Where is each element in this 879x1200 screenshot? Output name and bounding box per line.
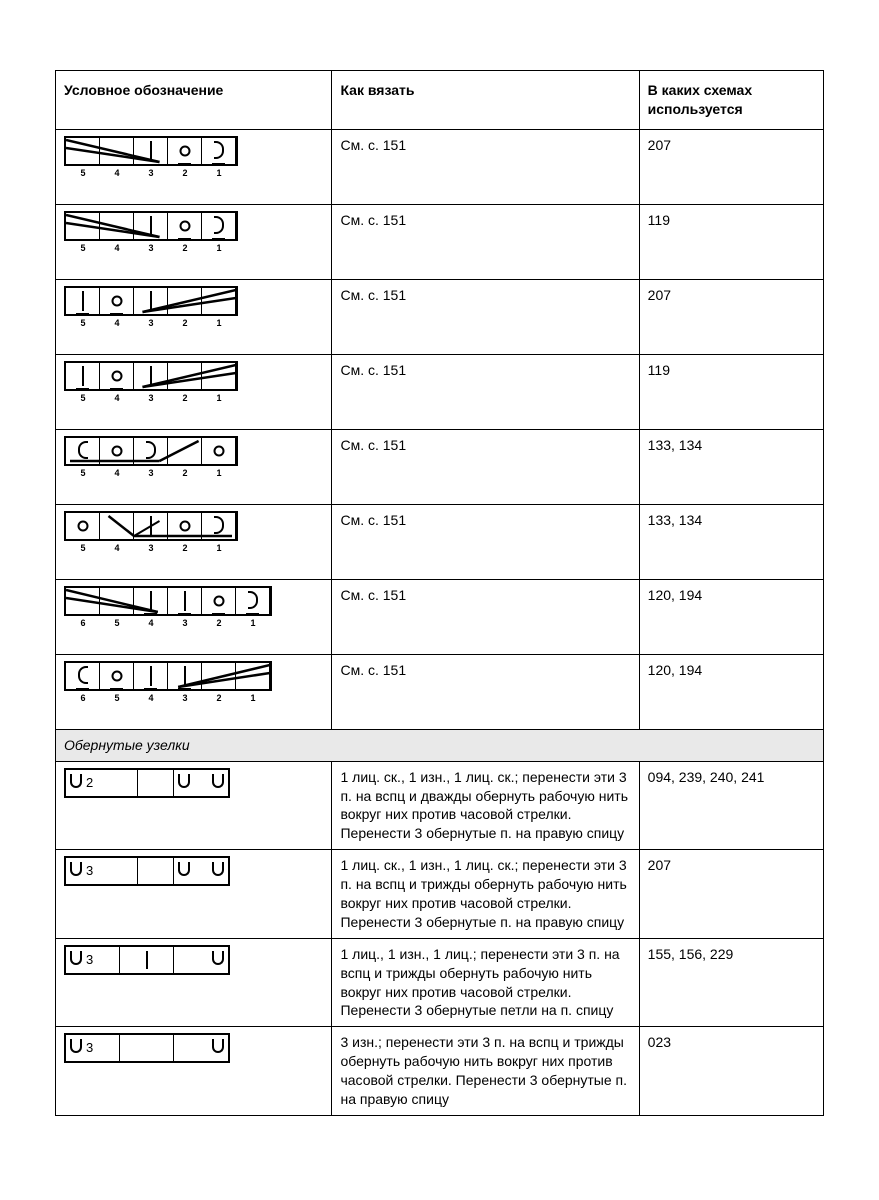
stitch-symbol-cell: 54321 [56,354,332,429]
pattern-pages-cell: 207 [639,129,823,204]
stitch-diagram [64,511,238,541]
how-to-knit-cell: 1 лиц. ск., 1 изн., 1 лиц. ск.; перенест… [332,850,639,939]
stitch-symbol-cell: 54321 [56,129,332,204]
how-to-knit-cell: См. с. 151 [332,504,639,579]
wrapped-knot-diagram: 3 [64,945,230,975]
pattern-pages-cell: 207 [639,279,823,354]
stitch-symbol-cell: 54321 [56,504,332,579]
knitting-symbols-table: Условное обозначение Как вязать В каких … [55,70,824,1116]
pattern-pages-cell: 120, 194 [639,654,823,729]
stitch-symbol-cell: 3 [56,1027,332,1116]
pattern-pages-cell: 207 [639,850,823,939]
pattern-pages-cell: 094, 239, 240, 241 [639,761,823,850]
stitch-symbol-cell: 54321 [56,429,332,504]
col-where-header: В каких схемах используется [639,71,823,130]
wrapped-knot-diagram: 3 [64,856,230,886]
stitch-diagram [64,436,238,466]
how-to-knit-cell: См. с. 151 [332,204,639,279]
wrapped-knot-diagram: 2 [64,768,230,798]
pattern-pages-cell: 155, 156, 229 [639,938,823,1027]
stitch-diagram [64,211,238,241]
wrapped-knot-diagram: 3 [64,1033,230,1063]
pattern-pages-cell: 023 [639,1027,823,1116]
col-symbol-header: Условное обозначение [56,71,332,130]
how-to-knit-cell: 1 лиц. ск., 1 изн., 1 лиц. ск.; перенест… [332,761,639,850]
how-to-knit-cell: 1 лиц., 1 изн., 1 лиц.; перенести эти 3 … [332,938,639,1027]
stitch-symbol-cell: 54321 [56,279,332,354]
section-wrapped-knots: Обернутые узелки [56,729,824,761]
stitch-symbol-cell: 2 [56,761,332,850]
col-how-header: Как вязать [332,71,639,130]
pattern-pages-cell: 120, 194 [639,579,823,654]
stitch-diagram [64,661,272,691]
how-to-knit-cell: См. с. 151 [332,654,639,729]
how-to-knit-cell: 3 изн.; перенести эти 3 п. на вспц и три… [332,1027,639,1116]
stitch-symbol-cell: 54321 [56,204,332,279]
stitch-diagram [64,286,238,316]
pattern-pages-cell: 119 [639,354,823,429]
pattern-pages-cell: 133, 134 [639,504,823,579]
stitch-symbol-cell: 654321 [56,579,332,654]
how-to-knit-cell: См. с. 151 [332,129,639,204]
how-to-knit-cell: См. с. 151 [332,354,639,429]
stitch-symbol-cell: 3 [56,850,332,939]
stitch-symbol-cell: 654321 [56,654,332,729]
how-to-knit-cell: См. с. 151 [332,579,639,654]
stitch-symbol-cell: 3 [56,938,332,1027]
how-to-knit-cell: См. с. 151 [332,279,639,354]
pattern-pages-cell: 119 [639,204,823,279]
stitch-diagram [64,136,238,166]
pattern-pages-cell: 133, 134 [639,429,823,504]
how-to-knit-cell: См. с. 151 [332,429,639,504]
stitch-diagram [64,361,238,391]
stitch-diagram [64,586,272,616]
